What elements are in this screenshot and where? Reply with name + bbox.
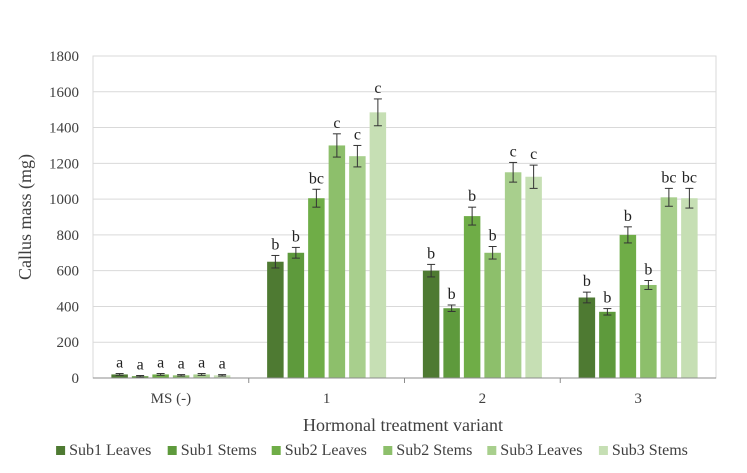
bar xyxy=(578,297,596,378)
y-axis-title: Callus mass (mg) xyxy=(15,154,36,280)
bar xyxy=(619,234,637,378)
significance-letter: b xyxy=(271,236,279,253)
bar xyxy=(111,374,128,378)
bar xyxy=(172,375,190,378)
significance-letter: a xyxy=(116,355,123,372)
significance-letter: b xyxy=(448,286,456,303)
significance-letter: a xyxy=(219,356,226,373)
bar xyxy=(287,252,305,378)
legend-swatch xyxy=(167,446,177,455)
bar xyxy=(504,172,522,378)
significance-letter: c xyxy=(510,143,517,160)
bar xyxy=(443,308,460,378)
significance-letter: b xyxy=(427,245,435,262)
significance-letter: b xyxy=(624,208,632,225)
significance-letter: c xyxy=(374,80,381,97)
significance-letter: a xyxy=(178,356,185,373)
bar xyxy=(213,375,231,378)
significance-letter: c xyxy=(354,126,361,143)
bar xyxy=(599,311,616,378)
y-tick-label: 200 xyxy=(57,335,80,351)
significance-letter: b xyxy=(489,228,497,245)
y-tick-label: 0 xyxy=(72,371,80,387)
y-tick-label: 400 xyxy=(57,299,80,315)
significance-letter: c xyxy=(530,146,537,163)
bar xyxy=(328,145,346,378)
y-tick-label: 800 xyxy=(57,228,80,244)
bar xyxy=(463,216,481,378)
legend-swatch xyxy=(487,446,497,455)
significance-letter: b xyxy=(583,273,591,290)
significance-letter: a xyxy=(157,355,164,372)
y-tick-label: 1400 xyxy=(49,121,79,137)
significance-letter: b xyxy=(603,290,611,307)
bar xyxy=(681,198,698,378)
legend-label: Sub2 Leaves xyxy=(285,442,367,459)
x-tick-label: 1 xyxy=(323,391,331,407)
x-tick-label: 2 xyxy=(479,391,487,407)
bar xyxy=(422,270,440,378)
y-tick-label: 1000 xyxy=(49,192,79,208)
legend-label: Sub2 Stems xyxy=(396,442,472,459)
legend-label: Sub3 Leaves xyxy=(500,442,582,459)
y-tick-label: 1800 xyxy=(49,49,79,65)
x-axis-title: Hormonal treatment variant xyxy=(303,415,503,435)
axes: 0 200 400 600 800 1000 1200 1400 1600 1800 MS (-) 1… xyxy=(49,49,716,407)
significance-letter: bc xyxy=(309,170,324,187)
bar xyxy=(308,198,325,378)
significance-letter: a xyxy=(198,355,205,372)
bar xyxy=(267,261,284,378)
bar xyxy=(152,374,169,378)
legend-swatch xyxy=(271,446,281,455)
significance-letter: b xyxy=(644,262,652,279)
y-tick-label: 1600 xyxy=(49,85,79,101)
bar xyxy=(484,252,501,378)
y-tick-label: 600 xyxy=(57,264,80,280)
legend: Sub1 Leaves Sub1 Stems Sub2 Leaves Sub2 Ste… xyxy=(56,442,688,459)
bars xyxy=(111,98,698,378)
significance-letter: a xyxy=(137,356,144,373)
bar xyxy=(660,197,678,378)
significance-letter: b xyxy=(292,228,300,245)
bar xyxy=(349,156,366,378)
x-tick-label: MS (-) xyxy=(151,391,191,407)
significance-letter: c xyxy=(333,115,340,132)
bar xyxy=(369,112,387,378)
legend-label: Sub3 Stems xyxy=(612,442,688,459)
legend-swatch xyxy=(598,446,608,455)
legend-swatch xyxy=(383,446,393,455)
y-tick-label: 1200 xyxy=(49,156,79,172)
significance-letter: bc xyxy=(682,169,697,186)
x-tick-label: 3 xyxy=(634,391,642,407)
bar xyxy=(525,176,542,378)
bar xyxy=(193,374,210,378)
legend-swatch xyxy=(56,446,66,455)
significance-letter: b xyxy=(468,188,476,205)
legend-label: Sub1 Stems xyxy=(181,442,257,459)
bar xyxy=(640,284,657,378)
legend-label: Sub1 Leaves xyxy=(69,442,151,459)
significance-letter: bc xyxy=(661,169,676,186)
